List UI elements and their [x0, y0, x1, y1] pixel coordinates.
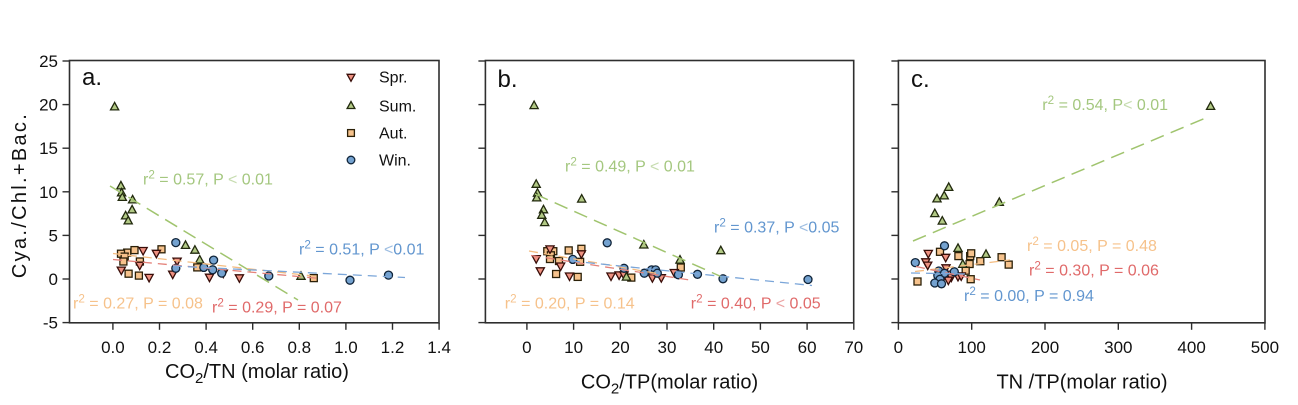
svg-text:50: 50: [751, 338, 770, 357]
svg-text:0: 0: [522, 338, 531, 357]
svg-text:200: 200: [1031, 338, 1059, 357]
svg-text:r2 = 0.05, P = 0.48: r2 = 0.05, P = 0.48: [1027, 235, 1157, 255]
svg-text:c.: c.: [911, 66, 930, 93]
svg-text:60: 60: [798, 338, 817, 357]
svg-text:r2 = 0.00, P = 0.94: r2 = 0.00, P = 0.94: [964, 285, 1094, 305]
svg-text:r2 = 0.57, P < 0.01: r2 = 0.57, P < 0.01: [143, 168, 273, 188]
svg-text:15: 15: [39, 139, 58, 158]
svg-text:5: 5: [49, 226, 58, 245]
svg-text:500: 500: [1251, 338, 1279, 357]
svg-text:0.8: 0.8: [287, 338, 311, 357]
svg-text:70: 70: [844, 338, 863, 357]
svg-text:r2 = 0.30, P = 0.06: r2 = 0.30, P = 0.06: [1029, 260, 1159, 280]
svg-text:0.4: 0.4: [194, 338, 218, 357]
svg-text:CO2/TP(molar ratio): CO2/TP(molar ratio): [581, 372, 758, 398]
svg-text:CO2/TN (molar ratio): CO2/TN (molar ratio): [165, 361, 349, 387]
svg-text:Cya./Chl.+Bac.: Cya./Chl.+Bac.: [9, 112, 31, 278]
svg-text:r2 = 0.20, P = 0.14: r2 = 0.20, P = 0.14: [505, 292, 635, 312]
svg-text:r2 = 0.27, P = 0.08: r2 = 0.27, P = 0.08: [73, 293, 203, 313]
svg-text:r2 = 0.29, P = 0.07: r2 = 0.29, P = 0.07: [212, 297, 342, 317]
svg-text:10: 10: [39, 183, 58, 202]
svg-text:20: 20: [39, 96, 58, 115]
svg-text:Aut.: Aut.: [379, 126, 407, 143]
svg-text:0.2: 0.2: [148, 338, 172, 357]
svg-text:300: 300: [1104, 338, 1132, 357]
svg-text:r2 = 0.37, P <0.05: r2 = 0.37, P <0.05: [714, 217, 840, 237]
svg-text:20: 20: [611, 338, 630, 357]
svg-text:0: 0: [894, 338, 903, 357]
svg-text:Win.: Win.: [379, 153, 411, 170]
svg-text:10: 10: [564, 338, 583, 357]
svg-text:100: 100: [958, 338, 986, 357]
svg-text:0: 0: [49, 270, 58, 289]
svg-text:b.: b.: [498, 66, 518, 93]
svg-text:1.4: 1.4: [427, 338, 451, 357]
svg-text:40: 40: [704, 338, 723, 357]
svg-text:400: 400: [1177, 338, 1205, 357]
svg-text:Spr.: Spr.: [379, 70, 407, 87]
svg-text:30: 30: [658, 338, 677, 357]
svg-text:0.6: 0.6: [241, 338, 265, 357]
svg-text:1.2: 1.2: [381, 338, 405, 357]
svg-text:0.0: 0.0: [101, 338, 125, 357]
svg-text:Sum.: Sum.: [379, 98, 416, 115]
svg-text:r2 = 0.49, P < 0.01: r2 = 0.49, P < 0.01: [565, 156, 695, 176]
svg-text:1.0: 1.0: [334, 338, 358, 357]
svg-text:r2 = 0.51, P <0.01: r2 = 0.51, P <0.01: [299, 239, 425, 259]
svg-text:TN /TP(molar ratio): TN /TP(molar ratio): [996, 372, 1167, 394]
svg-text:r2 = 0.54, P< 0.01: r2 = 0.54, P< 0.01: [1042, 94, 1168, 114]
svg-text:25: 25: [39, 52, 58, 71]
svg-text:a.: a.: [82, 64, 102, 91]
svg-text:r2 = 0.40, P < 0.05: r2 = 0.40, P < 0.05: [691, 292, 821, 312]
svg-text:-5: -5: [43, 314, 58, 333]
